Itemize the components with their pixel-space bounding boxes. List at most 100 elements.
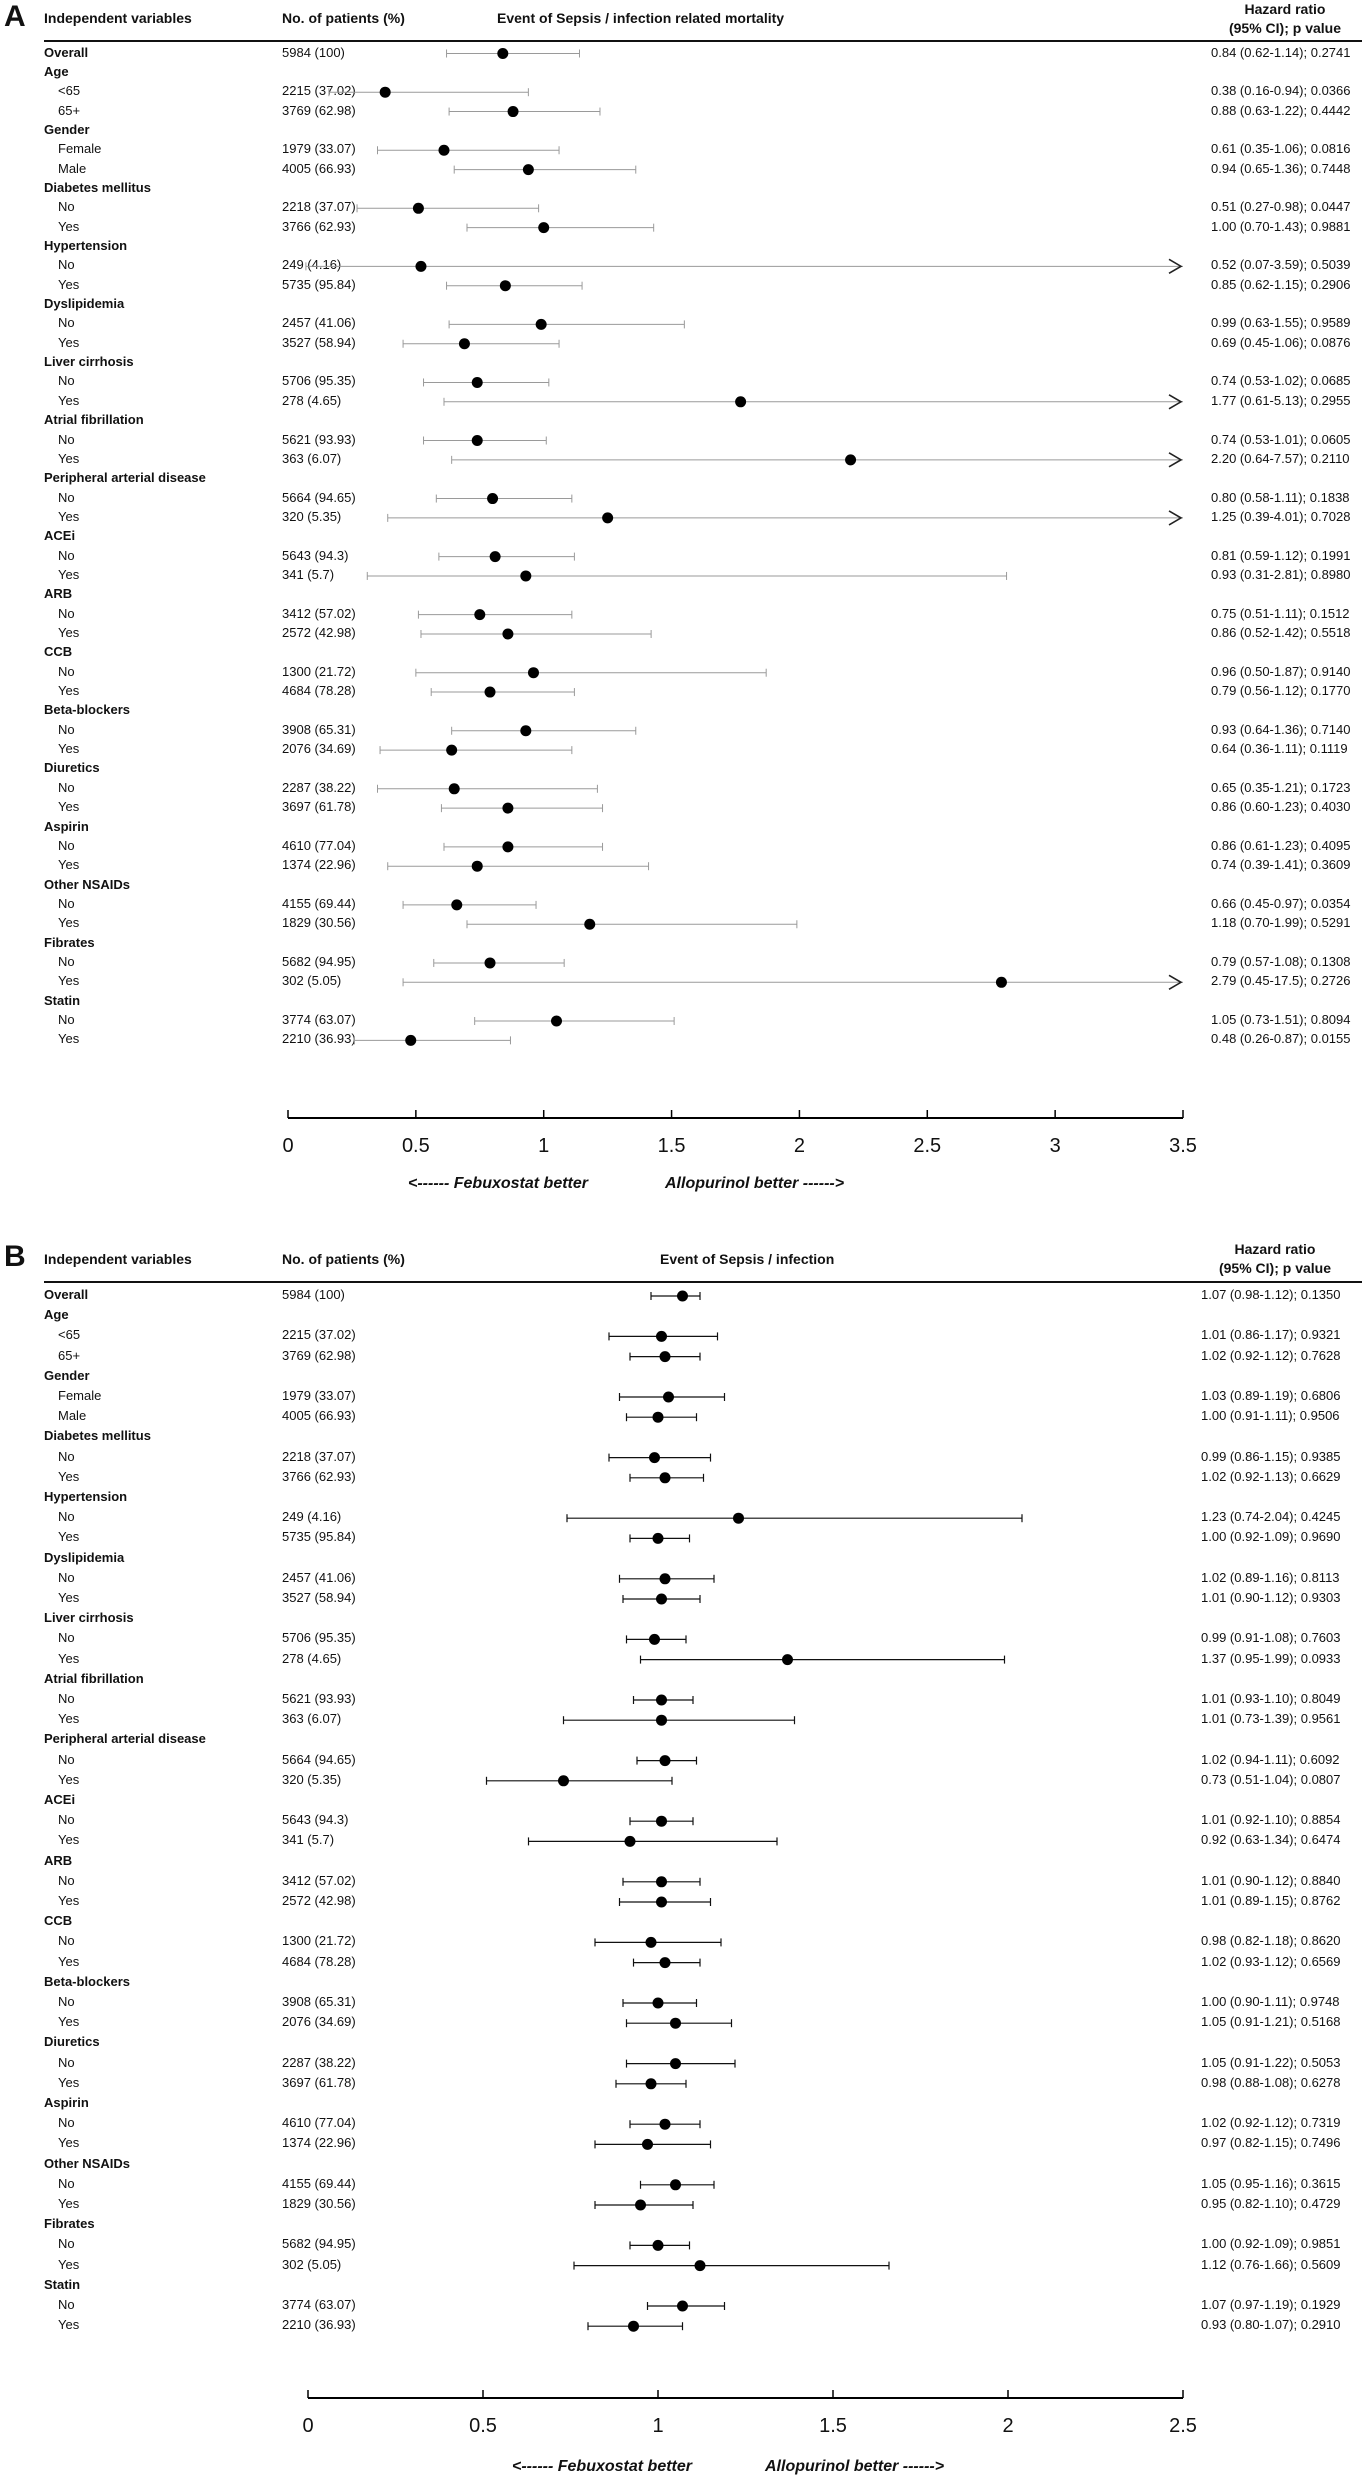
point-estimate <box>659 2118 671 2130</box>
group-label: Peripheral arterial disease <box>44 470 206 486</box>
hazard-ratio-value: 0.80 (0.58-1.11); 0.1838 <box>1211 489 1350 505</box>
row-label: Male <box>58 160 87 176</box>
point-estimate <box>659 1755 671 1767</box>
point-estimate <box>487 493 499 505</box>
point-estimate <box>656 1876 667 1888</box>
point-estimate <box>415 260 427 272</box>
row-label: Yes <box>58 1832 80 1848</box>
row-label: Yes <box>58 799 80 815</box>
row-label: No <box>58 1812 75 1828</box>
patients-count: 2218 (37.07) <box>282 1448 356 1464</box>
row-label: No <box>58 257 75 273</box>
hazard-ratio-value: 2.79 (0.45-17.5); 0.2726 <box>1211 973 1351 989</box>
point-estimate <box>652 2239 664 2251</box>
hazard-ratio-value: 1.00 (0.92-1.09); 0.9851 <box>1201 2236 1341 2252</box>
row-label: Yes <box>58 1468 80 1484</box>
point-estimate <box>677 1290 688 1302</box>
row-label: Yes <box>58 973 80 989</box>
point-estimate <box>670 2058 681 2070</box>
point-estimate <box>507 106 519 118</box>
patients-count: 2076 (34.69) <box>282 741 356 757</box>
hazard-ratio-value: 0.52 (0.07-3.59); 0.5039 <box>1211 257 1351 273</box>
row-label: No <box>58 2297 75 2312</box>
point-estimate <box>551 1015 562 1027</box>
group-label: Age <box>44 1307 69 1323</box>
group-label: Diuretics <box>44 2034 100 2050</box>
row-label: Yes <box>58 508 80 524</box>
group-label: Age <box>44 63 69 79</box>
hazard-ratio-value: 1.77 (0.61-5.13); 0.2955 <box>1211 392 1351 408</box>
point-estimate <box>656 1896 667 1908</box>
row-label: No <box>58 895 75 911</box>
header-rule <box>44 40 1362 42</box>
point-estimate <box>649 1633 660 1645</box>
hazard-ratio-value: 0.66 (0.45-0.97); 0.0354 <box>1211 895 1351 911</box>
patients-count: 249 (4.16) <box>282 1509 342 1525</box>
hazard-ratio-value: 0.86 (0.61-1.23); 0.4095 <box>1211 837 1351 853</box>
hazard-ratio-value: 1.01 (0.89-1.15); 0.8762 <box>1201 1893 1341 1908</box>
patients-count: 3908 (65.31) <box>282 721 356 737</box>
row-label: Yes <box>58 1771 80 1787</box>
patients-count: 5643 (94.3) <box>282 1812 349 1828</box>
patients-count: 3774 (63.07) <box>282 1012 356 1027</box>
hazard-ratio-value: 0.88 (0.63-1.22); 0.4442 <box>1211 102 1351 118</box>
hazard-ratio-value: 0.38 (0.16-0.94); 0.0366 <box>1211 83 1351 99</box>
row-label: <65 <box>58 83 81 99</box>
point-estimate <box>412 202 424 214</box>
group-label: Fibrates <box>44 934 95 950</box>
footer-allopurinol-better: Allopurinol better ------> <box>765 2458 945 2475</box>
hazard-ratio-value: 0.61 (0.35-1.06); 0.0816 <box>1211 141 1351 157</box>
patients-count: 5664 (94.65) <box>282 1751 356 1767</box>
patients-count: 3769 (62.98) <box>282 1347 356 1363</box>
row-label: No <box>58 1630 75 1646</box>
point-estimate <box>451 899 463 911</box>
header-plot-title: Event of Sepsis / infection related mort… <box>497 10 785 26</box>
patients-count: 3697 (61.78) <box>282 799 356 815</box>
row-label: No <box>58 1994 75 2009</box>
hazard-ratio-value: 0.99 (0.91-1.08); 0.7603 <box>1201 1630 1341 1646</box>
hazard-ratio-value: 1.02 (0.93-1.12); 0.6569 <box>1201 1953 1341 1969</box>
patients-count: 2210 (36.93) <box>282 2317 356 2333</box>
hazard-ratio-value: 1.05 (0.91-1.22); 0.5053 <box>1201 2054 1341 2070</box>
row-label: No <box>58 1872 75 1888</box>
patients-count: 1374 (22.96) <box>282 2135 356 2151</box>
point-estimate <box>538 222 550 234</box>
x-tick-label: 1.5 <box>819 2415 847 2437</box>
hazard-ratio-value: 1.01 (0.90-1.12); 0.8840 <box>1201 1872 1341 1888</box>
patients-count: 2457 (41.06) <box>282 1569 356 1585</box>
point-estimate <box>656 1330 667 1342</box>
patients-count: 4610 (77.04) <box>282 2115 356 2131</box>
ci-arrow-icon <box>1168 452 1183 468</box>
point-estimate <box>471 860 483 872</box>
group-label: Dyslipidemia <box>44 1549 125 1565</box>
group-label: Atrial fibrillation <box>44 412 144 428</box>
group-label: Other NSAIDs <box>44 2155 130 2171</box>
row-label: Yes <box>58 450 80 466</box>
row-label: Yes <box>58 1590 80 1605</box>
row-label: No <box>58 837 75 853</box>
point-estimate <box>735 396 747 408</box>
row-label: Female <box>58 1388 102 1403</box>
group-label: ARB <box>44 586 73 602</box>
group-label: CCB <box>44 1913 73 1929</box>
patients-count: 3766 (62.93) <box>282 1468 356 1484</box>
group-label: ACEi <box>44 528 76 544</box>
hazard-ratio-value: 1.00 (0.70-1.43); 0.9881 <box>1211 218 1351 234</box>
x-tick-label: 1 <box>538 1135 549 1157</box>
x-tick-label: 3.5 <box>1169 1135 1197 1157</box>
hazard-ratio-value: 1.23 (0.74-2.04); 0.4245 <box>1201 1509 1341 1525</box>
point-estimate <box>502 628 514 640</box>
patients-count: 3412 (57.02) <box>282 1872 356 1888</box>
hazard-ratio-value: 1.01 (0.86-1.17); 0.9321 <box>1201 1327 1341 1343</box>
row-label: Yes <box>58 334 80 350</box>
patients-count: 4684 (78.28) <box>282 1953 356 1969</box>
row-label: Yes <box>58 857 80 873</box>
point-estimate <box>448 783 460 795</box>
patients-count: 2215 (37.02) <box>282 1327 356 1343</box>
hazard-ratio-value: 0.51 (0.27-0.98); 0.0447 <box>1211 199 1351 215</box>
hazard-ratio-value: 1.25 (0.39-4.01); 0.7028 <box>1211 508 1351 524</box>
point-estimate <box>535 318 547 330</box>
row-label: Female <box>58 141 102 157</box>
patients-count: 3774 (63.07) <box>282 2297 356 2312</box>
hazard-ratio-value: 0.96 (0.50-1.87); 0.9140 <box>1211 663 1351 679</box>
